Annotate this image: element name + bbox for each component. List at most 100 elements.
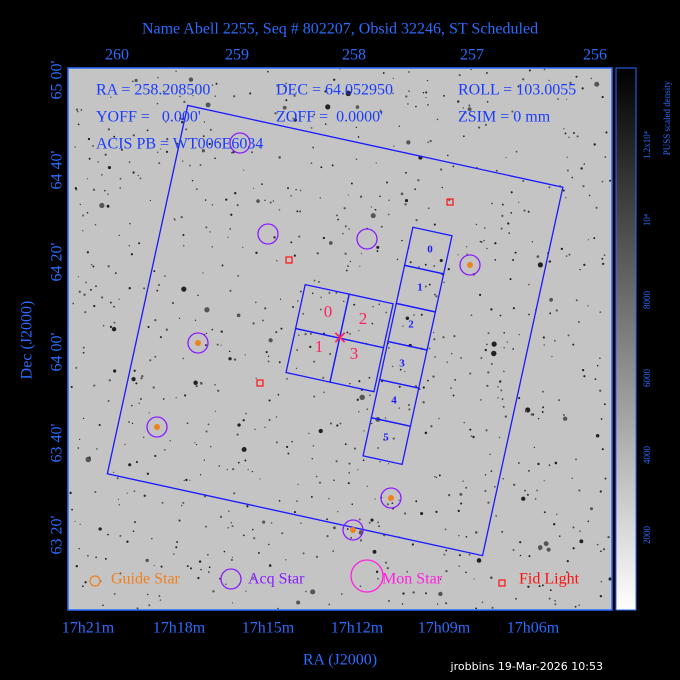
star-speck [452,394,455,397]
left-tick-label: 64 40' [49,150,66,189]
star-speck [560,247,564,251]
star-speck [398,407,401,409]
star-speck [214,410,217,413]
star-speck [189,164,191,167]
star-speck [203,459,205,461]
star-speck [227,236,229,238]
star-speck [479,240,481,243]
star-speck [519,554,522,557]
acis-i-labels: 0 2 1 3 [315,302,368,363]
star-speck [535,497,537,500]
star-speck [75,565,78,568]
star-speck [101,174,103,176]
star-speck [344,225,347,228]
star-speck [346,528,349,530]
star-speck [523,209,526,212]
star-speck [296,210,299,213]
star-speck [262,520,266,524]
star-speck [171,301,175,305]
star-speck [153,564,155,567]
star-speck [446,154,449,157]
star-speck [366,485,369,487]
star-speck [214,157,216,160]
star-speck [348,228,350,230]
star-speck [359,394,365,401]
star-speck [183,479,185,482]
star-speck [514,597,518,600]
star-speck [554,600,556,602]
star-speck [107,400,110,403]
star-speck [481,601,484,604]
star-speck [132,134,135,137]
star-speck [465,486,468,489]
info-ra: RA = 258.208500 [96,82,210,99]
star-speck [524,410,528,413]
star-speck [368,521,371,524]
star-speck [152,386,155,389]
star-speck [149,199,151,202]
star-speck [553,523,556,526]
star-speck [287,452,290,455]
star-speck [543,480,545,482]
star-speck [253,187,255,190]
star-speck [310,333,312,335]
star-speck [315,475,318,478]
star-speck [494,259,497,261]
star-speck [384,417,387,419]
star-speck [289,579,292,581]
star-speck [541,584,544,587]
star-speck [434,356,437,358]
star-speck [119,534,122,537]
star-speck [175,70,177,73]
x-axis-label: RA (J2000) [303,652,377,669]
star-speck [117,498,120,500]
star-speck [180,121,184,124]
star-speck [95,285,97,288]
star-speck [528,313,530,316]
acq-stars [146,132,481,541]
star-speck [185,478,188,482]
star-speck [138,402,141,405]
star-speck [379,195,381,198]
star-speck [474,531,478,534]
star-speck [370,206,373,208]
star-speck [490,470,493,472]
star-speck [328,497,330,500]
star-speck [435,510,438,513]
star-speck [420,313,423,316]
star-speck [282,105,287,110]
star-speck [128,463,132,467]
star-speck [256,199,260,203]
star-speck [537,545,543,550]
chip-label: 1 [315,337,324,356]
star-speck [589,507,594,511]
star-speck [184,394,187,397]
star-speck [577,321,580,323]
star-speck [427,207,430,210]
star-speck [541,411,544,413]
star-speck [575,299,578,302]
star-speck [199,164,202,166]
star-speck [502,370,505,373]
star-speck [380,225,383,228]
star-speck [401,239,403,242]
star-speck [583,375,586,378]
star-speck [386,503,389,506]
star-speck [175,397,177,399]
star-speck [515,150,518,153]
star-speck [485,429,488,432]
star-speck [563,128,565,130]
star-speck [582,185,585,188]
star-speck [93,384,96,387]
star-speck [377,447,380,449]
star-speck [337,511,339,513]
star-speck [304,333,307,336]
colorbar [615,67,637,611]
star-speck [279,298,282,300]
star-speck [84,581,87,584]
star-speck [578,489,581,492]
star-speck [131,422,134,425]
star-speck [486,384,489,388]
star-speck [293,118,297,122]
star-speck [337,218,339,221]
